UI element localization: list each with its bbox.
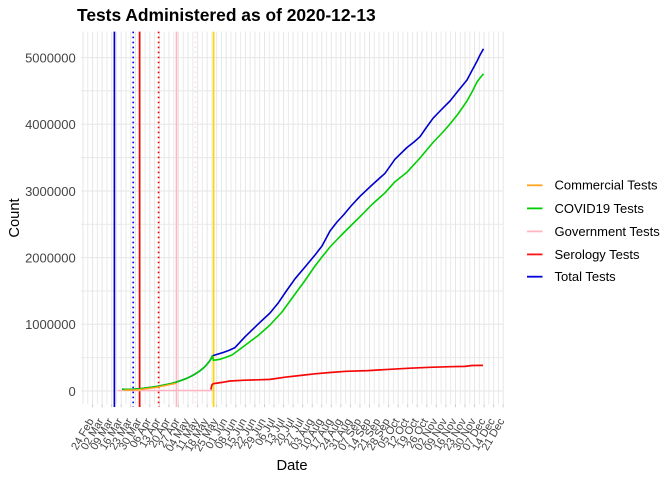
svg-text:Commercial Tests: Commercial Tests: [555, 178, 659, 193]
svg-text:2000000: 2000000: [25, 251, 76, 266]
svg-text:Total Tests: Total Tests: [555, 269, 617, 284]
svg-text:Count: Count: [7, 198, 23, 237]
svg-text:0: 0: [68, 384, 75, 399]
svg-text:Government Tests: Government Tests: [555, 224, 661, 239]
svg-text:Tests Administered as of 2020-: Tests Administered as of 2020-12-13: [77, 5, 376, 25]
svg-text:4000000: 4000000: [25, 117, 76, 132]
svg-text:Serology Tests: Serology Tests: [555, 247, 641, 262]
svg-text:1000000: 1000000: [25, 317, 76, 332]
svg-text:COVID19 Tests: COVID19 Tests: [555, 201, 645, 216]
svg-text:3000000: 3000000: [25, 184, 76, 199]
svg-text:Date: Date: [276, 458, 307, 474]
svg-text:5000000: 5000000: [25, 51, 76, 66]
